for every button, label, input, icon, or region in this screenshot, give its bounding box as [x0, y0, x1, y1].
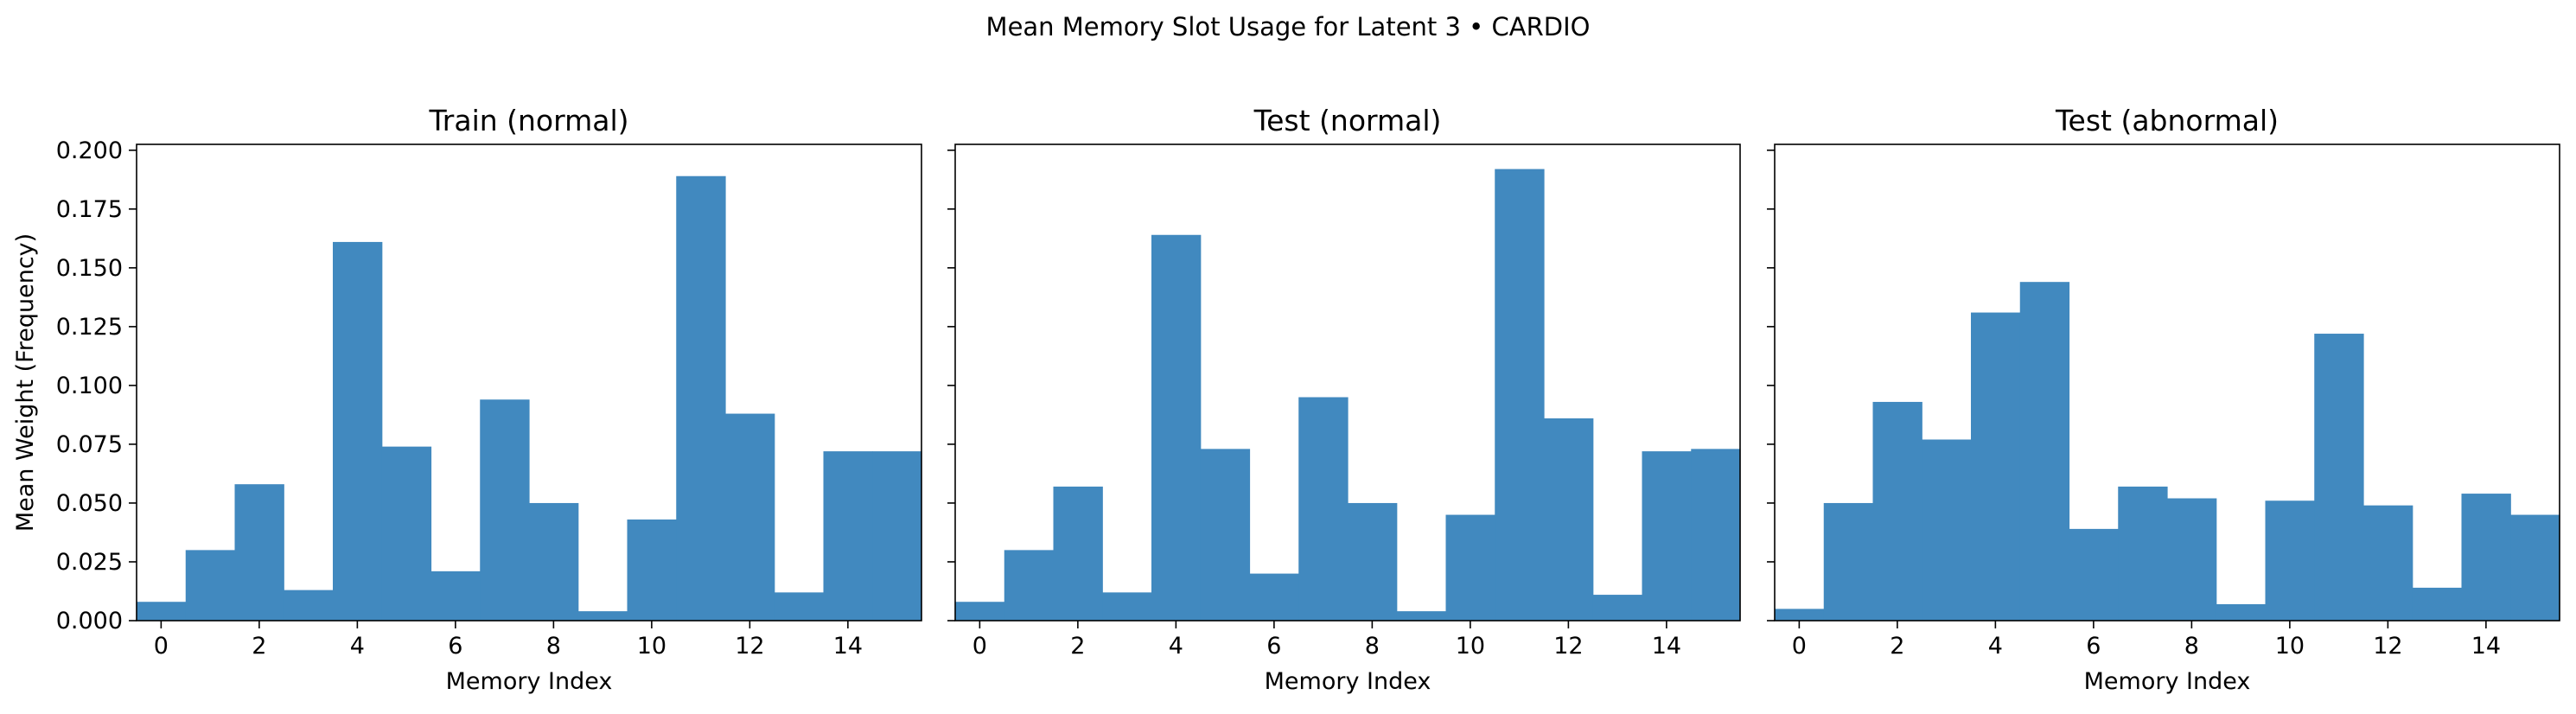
subplot-2: 0 2 4 6 8 10 12 14 Test (abnormal) Memory Index: [1767, 104, 2560, 695]
bar: [627, 519, 677, 621]
bar: [2363, 505, 2413, 621]
bar: [2510, 514, 2560, 621]
x-tick-label: 4: [1169, 633, 1183, 660]
bar: [1249, 573, 1299, 621]
bar: [1298, 397, 1349, 621]
subplot-1: 0 2 4 6 8 10 12 14 Test (normal) Memory Index: [947, 104, 1741, 695]
x-axis-label: Memory Index: [2084, 668, 2251, 695]
x-tick-label: 2: [1070, 633, 1085, 660]
axes-frame: [136, 143, 922, 622]
y-tick-label: 0.000: [56, 608, 123, 634]
bar: [774, 592, 825, 621]
bar: [1053, 486, 1103, 621]
bar: [1004, 550, 1055, 621]
x-tick-label: 8: [2184, 633, 2199, 660]
x-tick-label: 4: [1988, 633, 2003, 660]
bar: [2019, 282, 2070, 621]
bar: [2265, 500, 2315, 621]
x-tick-label: 14: [2471, 633, 2501, 660]
x-axis-label: Memory Index: [446, 668, 613, 695]
bar: [1775, 609, 1825, 621]
bar: [284, 590, 334, 621]
x-tick-label: 0: [1792, 633, 1807, 660]
x-tick-label: 10: [2275, 633, 2305, 660]
bar: [1592, 595, 1643, 621]
bar: [1396, 611, 1447, 621]
x-tick-label: 2: [1890, 633, 1904, 660]
x-tick-label: 6: [1266, 633, 1281, 660]
x-tick-label: 0: [154, 633, 169, 660]
bar: [2412, 587, 2463, 621]
bar: [2069, 528, 2119, 621]
bar: [1151, 234, 1202, 621]
panel-title: Test (abnormal): [2055, 104, 2279, 137]
x-tick-label: 2: [252, 633, 266, 660]
y-tick-label: 0.100: [56, 373, 123, 399]
bar: [234, 484, 284, 621]
bar: [480, 399, 530, 621]
bar: [1922, 439, 1972, 621]
bar: [1544, 418, 1594, 621]
x-tick-label: 0: [972, 633, 987, 660]
subplot-0: 0 2 4 6 8 10 12 14 0.000 0.025 0.050 0.075 0.100 0.12…: [12, 104, 922, 695]
figure-title: Mean Memory Slot Usage for Latent 3 • CA…: [985, 12, 1591, 41]
bar: [872, 451, 922, 621]
bar: [2314, 334, 2364, 621]
bar: [1971, 312, 2021, 621]
bar: [725, 413, 775, 621]
axes-frame: [954, 143, 1741, 622]
panel-title: Train (normal): [428, 104, 628, 137]
x-tick-label: 10: [1456, 633, 1485, 660]
y-tick-label: 0.150: [56, 255, 123, 282]
bar: [1200, 449, 1251, 621]
x-tick-label: 14: [1652, 633, 1681, 660]
x-tick-label: 8: [1365, 633, 1380, 660]
bar: [955, 602, 1005, 621]
bar: [1348, 502, 1398, 621]
x-tick-label: 6: [2086, 633, 2101, 660]
x-tick-label: 8: [546, 633, 561, 660]
x-tick-label: 6: [448, 633, 462, 660]
x-tick-label: 10: [637, 633, 666, 660]
bar: [185, 550, 236, 621]
y-tick-label: 0.075: [56, 431, 123, 458]
x-tick-label: 4: [350, 633, 365, 660]
bar: [1691, 449, 1741, 621]
x-axis-label: Memory Index: [1265, 668, 1431, 695]
y-tick-label: 0.025: [56, 549, 123, 576]
bar: [1823, 502, 1874, 621]
bar: [333, 241, 383, 621]
bar: [577, 611, 628, 621]
x-tick-label: 12: [735, 633, 764, 660]
bar: [676, 175, 726, 621]
y-axis-label: Mean Weight (Frequency): [12, 233, 39, 532]
panel-title: Test (normal): [1253, 104, 1442, 137]
bar: [1642, 451, 1692, 621]
bar: [2461, 494, 2511, 621]
bar: [529, 502, 579, 621]
bar: [430, 571, 481, 621]
bar: [2118, 486, 2168, 621]
bar: [381, 446, 432, 621]
y-tick-label: 0.125: [56, 314, 123, 341]
bar: [1445, 514, 1495, 621]
bar: [137, 602, 187, 621]
y-tick-label: 0.050: [56, 490, 123, 517]
bar: [2216, 603, 2267, 621]
bar: [1495, 169, 1545, 621]
x-tick-label: 14: [833, 633, 863, 660]
y-tick-label: 0.200: [56, 137, 123, 164]
bar: [2167, 498, 2217, 621]
bar: [823, 451, 873, 621]
x-tick-label: 12: [2373, 633, 2402, 660]
axes-frame: [1774, 143, 2560, 622]
bar: [1872, 401, 1922, 621]
x-tick-label: 12: [1553, 633, 1583, 660]
y-tick-label: 0.175: [56, 196, 123, 223]
bar: [1102, 592, 1152, 621]
